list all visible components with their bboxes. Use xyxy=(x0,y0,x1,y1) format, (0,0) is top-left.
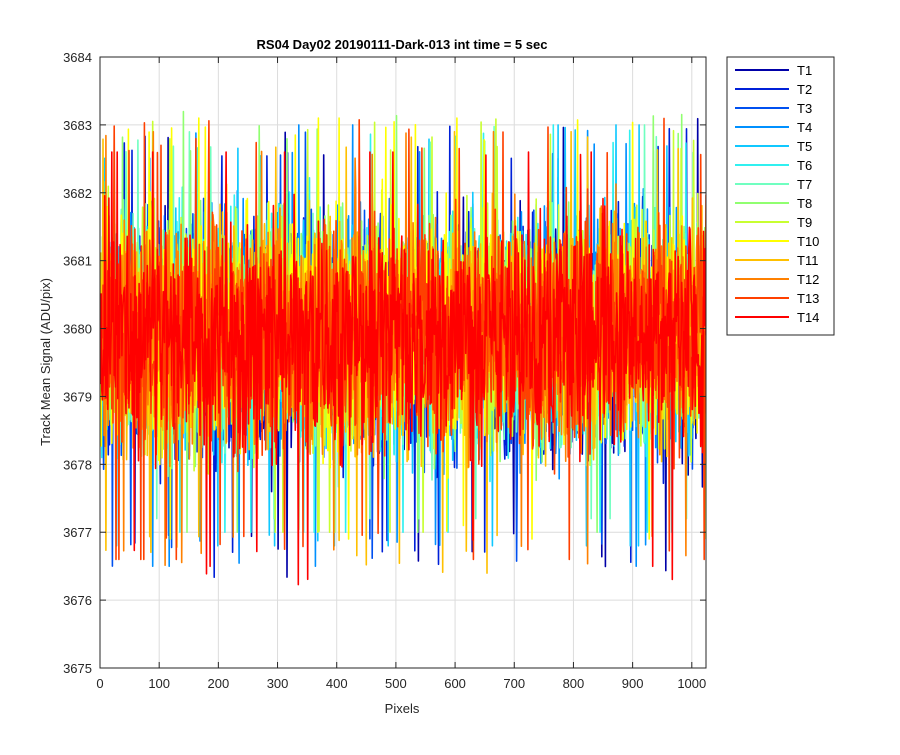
legend-label: T11 xyxy=(797,253,818,268)
legend-label: T2 xyxy=(797,82,812,97)
x-axis-label: Pixels xyxy=(385,701,420,716)
x-tick-label: 600 xyxy=(444,676,466,691)
legend-label: T7 xyxy=(797,177,812,192)
legend-item[interactable]: T8 xyxy=(735,196,812,211)
plot-area: 0 100 200 300 400 500 600 700 800 900 1000 3675 3676… xyxy=(63,50,707,691)
legend-item[interactable]: T4 xyxy=(735,120,812,135)
x-tick-label: 1000 xyxy=(677,676,706,691)
legend-item[interactable]: T11 xyxy=(735,253,818,268)
legend-box xyxy=(726,56,835,336)
legend-label: T9 xyxy=(797,215,812,230)
legend-item[interactable]: T13 xyxy=(735,291,819,306)
legend-label: T10 xyxy=(797,234,819,249)
axes-box xyxy=(99,56,707,669)
x-tick-label: 0 xyxy=(96,676,103,691)
series-group xyxy=(100,110,706,586)
x-tick-label: 400 xyxy=(326,676,348,691)
legend-item[interactable]: T2 xyxy=(735,82,812,97)
x-tick-label: 500 xyxy=(385,676,407,691)
ticks: 0 100 200 300 400 500 600 700 800 900 1000 3675 3676… xyxy=(63,50,706,691)
y-axis-label: Track Mean Signal (ADU/pix) xyxy=(38,278,53,446)
x-tick-label: 200 xyxy=(208,676,230,691)
legend-label: T1 xyxy=(797,63,812,78)
legend-item[interactable]: T5 xyxy=(735,139,812,154)
legend-item[interactable]: T3 xyxy=(735,101,812,116)
x-tick-label: 800 xyxy=(563,676,585,691)
legend-label: T5 xyxy=(797,139,812,154)
legend-item[interactable]: T14 xyxy=(735,310,819,325)
legend-item[interactable]: T10 xyxy=(735,234,819,249)
y-tick-label: 3677 xyxy=(63,525,92,540)
y-tick-label: 3678 xyxy=(63,457,92,472)
y-tick-label: 3676 xyxy=(63,593,92,608)
legend[interactable]: T1 T2 T3 T4 T5 T6 T7 T8 T9 T10 T11 T12 T13 T14 xyxy=(726,56,835,336)
x-tick-label: 700 xyxy=(503,676,525,691)
y-tick-label: 3683 xyxy=(63,118,92,133)
chart-title: RS04 Day02 20190111-Dark-013 int time = … xyxy=(257,37,548,52)
y-tick-label: 3680 xyxy=(63,322,92,337)
y-tick-label: 3681 xyxy=(63,254,92,269)
legend-item[interactable]: T6 xyxy=(735,158,812,173)
x-tick-label: 900 xyxy=(622,676,644,691)
y-tick-label: 3684 xyxy=(63,50,92,65)
legend-label: T4 xyxy=(797,120,812,135)
legend-label: T14 xyxy=(797,310,819,325)
legend-label: T6 xyxy=(797,158,812,173)
legend-label: T3 xyxy=(797,101,812,116)
legend-item[interactable]: T9 xyxy=(735,215,812,230)
y-tick-label: 3679 xyxy=(63,389,92,404)
x-tick-label: 300 xyxy=(267,676,289,691)
series-line-t14 xyxy=(100,151,706,586)
x-tick-label: 100 xyxy=(148,676,170,691)
legend-item[interactable]: T1 xyxy=(735,63,812,78)
legend-label: T8 xyxy=(797,196,812,211)
y-tick-label: 3675 xyxy=(63,661,92,676)
y-tick-label: 3682 xyxy=(63,186,92,201)
legend-item[interactable]: T12 xyxy=(735,272,819,287)
legend-item[interactable]: T7 xyxy=(735,177,812,192)
legend-label: T13 xyxy=(797,291,819,306)
legend-label: T12 xyxy=(797,272,819,287)
